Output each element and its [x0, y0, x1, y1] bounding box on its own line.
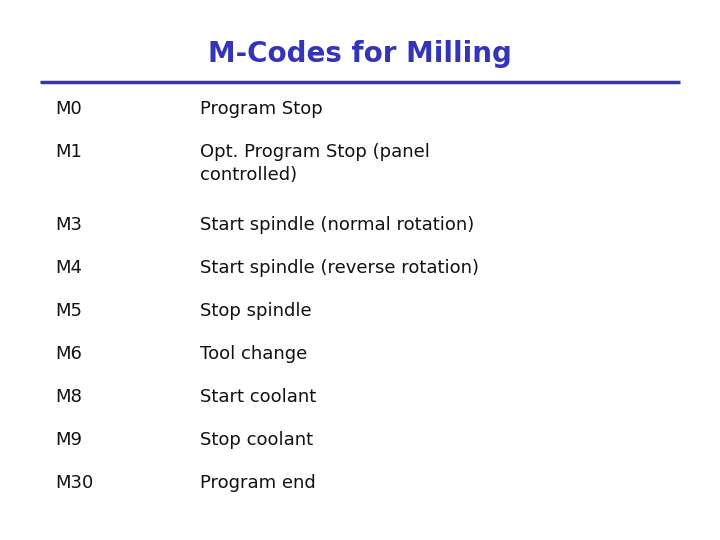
Text: M30: M30: [55, 474, 94, 492]
Text: Program Stop: Program Stop: [200, 100, 323, 118]
Text: Opt. Program Stop (panel
controlled): Opt. Program Stop (panel controlled): [200, 143, 430, 184]
Text: Start spindle (reverse rotation): Start spindle (reverse rotation): [200, 259, 479, 277]
Text: M4: M4: [55, 259, 82, 277]
Text: Start coolant: Start coolant: [200, 388, 316, 406]
Text: M1: M1: [55, 143, 82, 161]
Text: M0: M0: [55, 100, 82, 118]
Text: M-Codes for Milling: M-Codes for Milling: [208, 40, 512, 68]
Text: Stop spindle: Stop spindle: [200, 302, 312, 320]
Text: Stop coolant: Stop coolant: [200, 431, 313, 449]
Text: M9: M9: [55, 431, 82, 449]
Text: M3: M3: [55, 216, 82, 234]
Text: M5: M5: [55, 302, 82, 320]
Text: M6: M6: [55, 345, 82, 363]
Text: Start spindle (normal rotation): Start spindle (normal rotation): [200, 216, 474, 234]
Text: Tool change: Tool change: [200, 345, 307, 363]
Text: M8: M8: [55, 388, 82, 406]
Text: Program end: Program end: [200, 474, 316, 492]
